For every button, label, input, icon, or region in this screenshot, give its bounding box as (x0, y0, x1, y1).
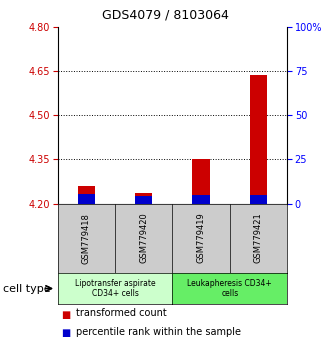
Text: ■: ■ (61, 310, 70, 320)
Text: Lipotransfer aspirate
CD34+ cells: Lipotransfer aspirate CD34+ cells (75, 279, 155, 298)
Bar (250, 75, 267, 204)
Bar (192, 159, 210, 204)
Bar (78, 187, 95, 204)
Text: transformed count: transformed count (76, 308, 167, 318)
Text: percentile rank within the sample: percentile rank within the sample (76, 327, 241, 337)
Text: GSM779421: GSM779421 (254, 213, 263, 263)
Bar (78, 194, 95, 204)
Text: GDS4079 / 8103064: GDS4079 / 8103064 (102, 9, 228, 22)
Bar (135, 196, 152, 204)
Text: cell type: cell type (3, 284, 51, 293)
Bar (250, 195, 267, 204)
Text: GSM779420: GSM779420 (139, 213, 148, 263)
Text: Leukapheresis CD34+
cells: Leukapheresis CD34+ cells (187, 279, 272, 298)
Text: GSM779418: GSM779418 (82, 213, 91, 263)
Bar (135, 193, 152, 204)
Bar (192, 195, 210, 204)
Text: ■: ■ (61, 328, 70, 338)
Text: GSM779419: GSM779419 (197, 213, 206, 263)
